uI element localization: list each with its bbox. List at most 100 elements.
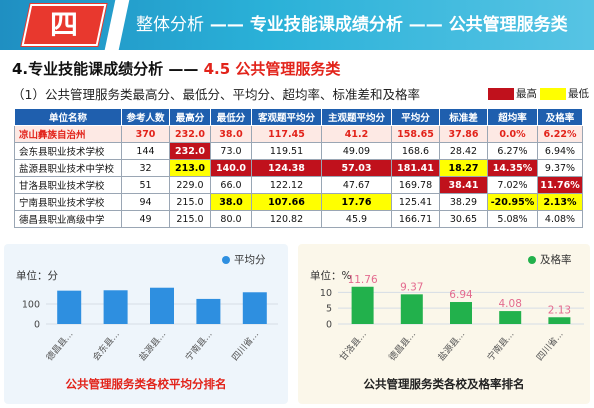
table-row: 宁南县职业技术学校 94 215.0 38.0 107.66 17.76 125.41 38.… (14, 193, 583, 211)
column-header: 单位名称 (14, 108, 122, 126)
banner-dash-2: —— (402, 15, 449, 35)
table-cell: 38.29 (439, 193, 488, 211)
chart2-legend: 及格率 (528, 252, 572, 267)
bar (57, 290, 82, 324)
legend-low-label: 最低 (568, 88, 589, 100)
x-tick-label: 盐源县... (136, 328, 168, 363)
subsection-title: （1）公共管理服务类最高分、最低分、平均分、超均率、标准差和及格率 (12, 87, 420, 102)
table-cell: 14.35% (487, 159, 538, 177)
table-cell: 57.03 (321, 159, 392, 177)
legend-low-swatch (540, 87, 566, 100)
bar (242, 292, 267, 324)
table-cell: 4.08% (537, 210, 583, 228)
chart2-legend-dot (528, 255, 536, 264)
x-tick-label: 四川省... (229, 328, 261, 363)
x-tick-label: 宁南县... (183, 328, 215, 363)
x-tick-label: 宁南县... (484, 328, 516, 363)
column-header: 最高分 (169, 108, 211, 126)
table-row: 甘洛县职业技术学校 51 229.0 66.0 122.12 47.67 169.78 38.… (14, 176, 583, 194)
table-cell: 117.45 (251, 125, 322, 143)
table-cell: 49.09 (321, 142, 392, 160)
column-header: 及格率 (537, 108, 583, 126)
bar (196, 298, 221, 324)
column-header: 最低分 (210, 108, 252, 126)
bar (103, 290, 128, 324)
table-cell: 49 (121, 210, 170, 228)
row-unit-name: 宁南县职业技术学校 (14, 193, 122, 211)
table-cell: 37.86 (439, 125, 488, 143)
table-cell: 38.0 (210, 193, 252, 211)
column-header: 客观题平均分 (251, 108, 322, 126)
chart1-legend-dot (222, 255, 230, 264)
table-row: 会东县职业技术学校 144 232.0 73.0 119.51 49.09 168.6 28.… (14, 142, 583, 160)
data-label: 6.94 (449, 289, 473, 301)
table-cell: 213.0 (169, 159, 211, 177)
banner-divider (104, 0, 130, 50)
legend-low: 最低 (540, 86, 589, 101)
table-cell: 18.27 (439, 159, 488, 177)
x-tick-label: 甘洛县... (337, 328, 369, 363)
table-cell: 73.0 (210, 142, 252, 160)
table-cell: 80.0 (210, 210, 252, 228)
bar (499, 311, 522, 324)
bar (150, 287, 174, 324)
banner-title-part1: 整体分析 (136, 15, 204, 35)
table-cell: 140.0 (210, 159, 252, 177)
table-cell: 66.0 (210, 176, 252, 194)
y-tick-label: 10 (320, 288, 332, 299)
table-cell: 124.38 (251, 159, 322, 177)
column-header: 参考人数 (121, 108, 170, 126)
table-cell: 28.42 (439, 142, 488, 160)
bar (548, 317, 571, 324)
section-title: 4.专业技能课成绩分析 —— 4.5 公共管理服务类 (12, 58, 340, 79)
table-cell: 0.0% (487, 125, 538, 143)
page-banner: 四 整体分析 —— 专业技能课成绩分析 —— 公共管理服务类 (0, 0, 594, 50)
bar (400, 294, 423, 324)
chart2-unit-label: 单位：% (310, 270, 352, 282)
badge-text: 四 (49, 8, 78, 41)
bar (351, 286, 374, 324)
table-cell: 2.13% (537, 193, 583, 211)
data-label: 11.76 (348, 274, 378, 286)
table-cell: 181.41 (391, 159, 440, 177)
banner-title: 整体分析 —— 专业技能课成绩分析 —— 公共管理服务类 (136, 0, 568, 50)
table-cell: 5.08% (487, 210, 538, 228)
table-cell: 215.0 (169, 193, 211, 211)
section-number-badge: 四 (21, 4, 107, 46)
table-cell: 6.22% (537, 125, 583, 143)
y-tick-label: 0 (326, 320, 332, 331)
row-unit-name: 德昌县职业高级中学 (14, 210, 122, 228)
table-row: 凉山彝族自治州 370 232.0 38.0 117.45 41.2 158.65 37.86… (14, 125, 583, 143)
table-cell: 7.02% (487, 176, 538, 194)
column-header: 主观题平均分 (321, 108, 392, 126)
table-cell: 32 (121, 159, 170, 177)
table-cell: 51 (121, 176, 170, 194)
data-label: 9.37 (400, 281, 423, 293)
table-cell: 144 (121, 142, 170, 160)
chart1-legend: 平均分 (222, 252, 266, 267)
y-tick-label: 5 (326, 304, 332, 315)
legend-high-label: 最高 (516, 88, 537, 100)
legend-high-swatch (488, 87, 514, 100)
table-cell: 122.12 (251, 176, 322, 194)
table-header-row: 单位名称 参考人数 最高分 最低分 客观题平均分 主观题平均分 平均分 标准差 超均率 及格率 (14, 108, 583, 126)
chart2-caption: 公共管理服务类各校及格率排名 (363, 377, 525, 391)
table-cell: 232.0 (169, 125, 211, 143)
section-title-prefix: 4.专业技能课成绩分析 —— (12, 60, 204, 78)
table-cell: 215.0 (169, 210, 211, 228)
data-label: 2.13 (548, 304, 571, 316)
pass-rate-chart-panel: 单位：% 及格率 10 5 0 11.76 甘洛县... 9.37 德昌县... 6.94 盐源… (298, 244, 590, 404)
score-table: 单位名称 参考人数 最高分 最低分 客观题平均分 主观题平均分 平均分 标准差 超均率 及格率 凉… (14, 108, 583, 228)
chart1-caption: 公共管理服务类各校平均分排名 (65, 377, 227, 391)
column-header: 平均分 (391, 108, 440, 126)
data-label: 4.08 (499, 298, 522, 310)
x-tick-label: 盐源县... (435, 328, 467, 363)
table-cell: 6.27% (487, 142, 538, 160)
x-tick-label: 德昌县... (386, 328, 418, 363)
average-score-chart-panel: 单位：分 平均分 100 0 德昌县... 会东县... 盐源县... 宁南县... 四川省… (4, 244, 288, 404)
table-cell: 47.67 (321, 176, 392, 194)
legend-high: 最高 (488, 86, 537, 101)
table-cell: 168.6 (391, 142, 440, 160)
table-cell: 169.78 (391, 176, 440, 194)
